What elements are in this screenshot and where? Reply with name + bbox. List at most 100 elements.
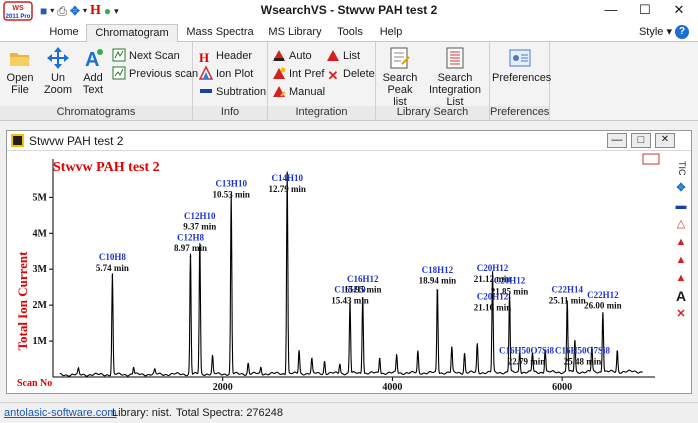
ion-plot-button[interactable]: Ion Plot <box>199 66 253 82</box>
qat-dropdown-icon[interactable]: ▾ <box>50 6 55 15</box>
move-icon[interactable]: ✥ <box>676 182 686 194</box>
ribbon: Open File Un Zoom A Add Text Next Scan P… <box>0 42 698 121</box>
x-tick-label: 2000 <box>213 382 233 393</box>
peak-compound-label: C16H50O7Si8 <box>555 346 611 356</box>
app-logo: WS 2011 Pro <box>3 1 33 21</box>
ion-plot-icon[interactable]: △ <box>676 218 686 230</box>
title-bar: WS 2011 Pro ■ ▾ ⎙ ✥ ▾ H ● ▾ WsearchVS - … <box>0 0 698 22</box>
child-close-button[interactable]: ✕ <box>655 133 675 148</box>
peak-time-label: 18.94 min <box>419 276 457 286</box>
preferences-button[interactable]: Preferences <box>492 46 551 84</box>
subtraction-button[interactable]: Subtration <box>199 84 266 100</box>
status-library: Library: nist. <box>112 407 172 419</box>
search-peak-list-button[interactable]: Search Peak list <box>380 46 420 108</box>
group-preferences: Preferences Preferences <box>490 42 551 121</box>
peak-marker <box>491 275 494 278</box>
header-button[interactable]: H Header <box>199 50 253 65</box>
delete-icon: ✕ <box>327 68 339 83</box>
minimize-button[interactable]: — <box>604 2 618 17</box>
manual-integration-icon[interactable]: ▲ <box>675 272 687 284</box>
help-icon[interactable]: ? <box>675 25 689 39</box>
svg-text:A: A <box>85 49 99 70</box>
y-axis-label: Total Ion Current <box>15 251 30 351</box>
manual-button[interactable]: Manual <box>272 84 325 100</box>
group-integration: Auto List Int Pref ✕ Delete Manual Integr… <box>268 42 376 121</box>
auto-integration-icon <box>273 50 285 61</box>
tab-tools[interactable]: Tools <box>337 26 363 38</box>
peak-compound-label: C22H12 <box>587 290 619 300</box>
previous-scan-icon <box>112 66 126 80</box>
customize-icon[interactable]: ▾ <box>114 6 119 16</box>
unzoom-icon <box>47 47 69 69</box>
group-label-info: Info <box>193 106 267 120</box>
peak-compound-label: C10H8 <box>99 252 127 262</box>
style-menu[interactable]: Style ▾ <box>638 26 672 38</box>
peak-marker <box>508 297 511 299</box>
close-button[interactable]: ✕ <box>673 2 685 17</box>
peak-time-label: 9.37 min <box>183 222 216 232</box>
delete-icon[interactable]: ✕ <box>676 308 686 320</box>
tab-chromatogram[interactable]: Chromatogram <box>86 24 178 42</box>
int-pref-icon <box>273 67 286 79</box>
child-minimize-button[interactable]: — <box>607 133 627 148</box>
save-icon[interactable]: ■ <box>40 4 48 18</box>
peak-compound-label: C22H14 <box>551 285 583 295</box>
status-total-spectra: Total Spectra: 276248 <box>176 407 284 419</box>
unzoom-button[interactable]: Un Zoom <box>40 46 76 96</box>
chromatogram-plot[interactable]: Stwvw PAH test 2 Total Ion Current Scan … <box>7 151 671 393</box>
open-file-button[interactable]: Open File <box>4 46 36 96</box>
peak-compound-label: C13H10 <box>215 179 247 189</box>
peak-time-label: 21.16 min <box>474 303 512 313</box>
x-tick-label: 4000 <box>382 382 402 393</box>
previous-scan-button[interactable]: Previous scan <box>112 66 198 82</box>
tic-trace <box>59 171 643 377</box>
next-scan-icon <box>112 48 126 62</box>
int-pref-icon[interactable]: ▲ <box>675 254 687 266</box>
next-scan-button[interactable]: Next Scan <box>112 48 180 64</box>
header-icon[interactable]: H <box>89 3 101 18</box>
peak-time-label: 15.43 min <box>331 295 369 305</box>
child-maximize-button[interactable]: □ <box>631 133 651 148</box>
auto-button[interactable]: Auto <box>272 48 312 64</box>
delete-button[interactable]: ✕ Delete <box>327 68 375 83</box>
peak-time-label: 10.53 min <box>212 189 250 199</box>
peak-marker <box>436 289 439 292</box>
qat-dropdown-icon[interactable]: ▾ <box>82 6 87 15</box>
subtraction-icon[interactable]: ▬ <box>675 200 687 212</box>
header-icon: H <box>199 50 210 65</box>
peak-compound-label: C16H12 <box>347 274 379 284</box>
group-library-search: Search Peak list Search Integration List… <box>376 42 490 121</box>
peak-marker <box>230 196 232 199</box>
int-pref-button[interactable]: Int Pref <box>272 66 324 82</box>
auto-integration-icon[interactable]: ▲ <box>675 236 687 248</box>
green-dot-icon[interactable]: ● <box>103 4 112 18</box>
search-integration-list-button[interactable]: Search Integration List <box>422 46 488 108</box>
list-button[interactable]: List <box>326 48 360 64</box>
tab-help[interactable]: Help <box>379 26 403 38</box>
ribbon-tabs: Home Chromatogram Mass Spectra MS Librar… <box>0 22 698 42</box>
group-chromatograms: Open File Un Zoom A Add Text Next Scan P… <box>0 42 198 121</box>
search-integration-list-icon <box>446 47 464 69</box>
peak-time-label: 5.74 min <box>96 263 129 273</box>
tic-label[interactable]: TIC <box>677 160 687 176</box>
add-text-button[interactable]: A Add Text <box>78 46 108 96</box>
website-link[interactable]: antolasic-software.com <box>4 407 117 419</box>
move-icon[interactable]: ✥ <box>69 4 80 18</box>
tic-badge-icon[interactable] <box>642 153 660 165</box>
group-label-library-search: Library Search <box>376 106 489 120</box>
x-tick-label: 6000 <box>552 382 572 393</box>
peak-time-label: 15.95 min <box>344 285 382 295</box>
tab-home[interactable]: Home <box>49 26 79 38</box>
tab-ms-library[interactable]: MS Library <box>268 26 322 38</box>
tab-mass-spectra[interactable]: Mass Spectra <box>186 26 254 38</box>
maximize-button[interactable]: ☐ <box>639 2 651 17</box>
peak-time-label: 21.85 min <box>491 286 529 296</box>
chromatogram-window-title: Stwvw PAH test 2 <box>29 134 124 148</box>
group-label-preferences: Preferences <box>490 106 550 120</box>
print-icon[interactable]: ⎙ <box>57 4 67 18</box>
peak-compound-label: C20H12 <box>477 263 509 273</box>
group-label-chromatograms: Chromatograms <box>0 106 192 120</box>
text-icon[interactable]: A <box>675 288 687 304</box>
peak-compound-label: C20H12 <box>494 276 526 286</box>
peak-marker <box>189 255 192 258</box>
